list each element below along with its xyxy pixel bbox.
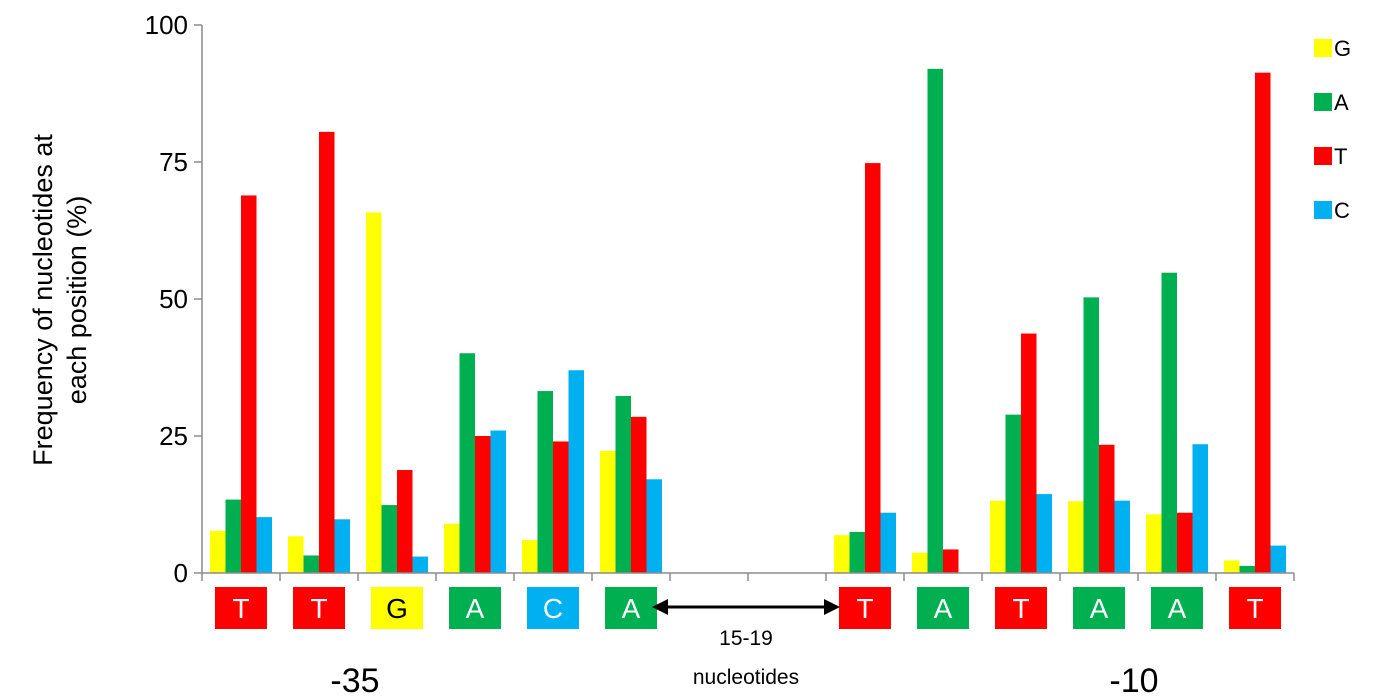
bar-g-pos-11 — [990, 500, 1006, 573]
sequence-letter-2: T — [310, 593, 327, 624]
bar-t-pos-13 — [1177, 512, 1193, 573]
sequence-box-6 — [605, 587, 657, 629]
bar-t-pos-3 — [397, 469, 413, 573]
bar-t-pos-10 — [943, 549, 959, 573]
bar-a-pos-2 — [303, 555, 319, 573]
y-tick-label-50: 50 — [159, 284, 188, 314]
bar-a-pos-10 — [927, 68, 943, 573]
bar-c-pos-3 — [412, 556, 428, 573]
sequence-letter-5: C — [543, 593, 563, 624]
bar-t-pos-11 — [1021, 333, 1037, 573]
y-axis-label-line-1: Frequency of nucleotides at — [28, 134, 58, 466]
y-tick-label-75: 75 — [159, 147, 188, 177]
legend-swatch-g — [1314, 39, 1332, 57]
bar-a-pos-3 — [381, 505, 397, 573]
bar-t-pos-14 — [1255, 72, 1271, 574]
sequence-box-12 — [1229, 587, 1281, 629]
bar-a-pos-14 — [1239, 565, 1255, 573]
bar-a-pos-4 — [459, 353, 475, 573]
sequence-box-10 — [1073, 587, 1125, 629]
bar-t-pos-5 — [553, 441, 569, 573]
spacer-annotation: 15-19 nucleotides — [652, 599, 840, 689]
sequence-box-8 — [917, 587, 969, 629]
legend-label-a: A — [1334, 90, 1349, 115]
bar-a-pos-13 — [1161, 272, 1177, 573]
sequence-letter-3: G — [386, 593, 408, 624]
sequence-box-9 — [995, 587, 1047, 629]
sequence-box-11 — [1151, 587, 1203, 629]
sequence-letter-12: T — [1246, 593, 1263, 624]
spacer-label-line-2: nucleotides — [693, 666, 799, 689]
bar-c-pos-13 — [1192, 444, 1208, 573]
sequence-box-7 — [839, 587, 891, 629]
sequence-letter-7: T — [856, 593, 873, 624]
sequence-letter-9: T — [1012, 593, 1029, 624]
bar-g-pos-14 — [1224, 560, 1240, 573]
bar-c-pos-11 — [1036, 494, 1052, 573]
sequence-box-4 — [449, 587, 501, 629]
axes-layer: 0 25 50 75 100 — [145, 10, 1295, 588]
legend-swatch-c — [1314, 201, 1332, 219]
sequence-letter-11: A — [1168, 593, 1187, 624]
bar-g-pos-13 — [1146, 514, 1162, 573]
bar-c-pos-12 — [1114, 500, 1130, 573]
spacer-arrow-head-right — [824, 599, 840, 615]
bar-g-pos-5 — [522, 540, 538, 573]
legend-label-t: T — [1334, 144, 1347, 169]
bar-c-pos-6 — [646, 479, 662, 573]
sequence-box-3 — [371, 587, 423, 629]
sequence-letter-1: T — [232, 593, 249, 624]
bar-t-pos-9 — [865, 163, 881, 573]
bar-g-pos-3 — [366, 212, 382, 574]
sequence-letter-10: A — [1090, 593, 1109, 624]
bar-g-pos-10 — [912, 552, 928, 573]
spacer-label-line-1: 15-19 — [719, 627, 773, 650]
bar-a-pos-12 — [1083, 297, 1099, 573]
bar-g-pos-6 — [600, 450, 616, 573]
bars-layer — [210, 68, 1286, 574]
legend-label-g: G — [1334, 36, 1351, 61]
sequence-letter-6: A — [622, 593, 641, 624]
region-label-minus-35: -35 — [330, 662, 379, 697]
bar-g-pos-4 — [444, 523, 460, 573]
y-axis-label-line-2: each position (%) — [62, 196, 92, 405]
legend-label-c: C — [1334, 198, 1350, 223]
bar-t-pos-2 — [319, 131, 335, 574]
bar-a-pos-11 — [1005, 414, 1021, 573]
y-tick-label-25: 25 — [159, 421, 188, 451]
bar-c-pos-9 — [880, 512, 896, 573]
y-tick-label-100: 100 — [145, 10, 188, 40]
bar-t-pos-4 — [475, 436, 491, 573]
bar-c-pos-5 — [568, 370, 584, 573]
bar-c-pos-1 — [256, 517, 272, 573]
bar-g-pos-2 — [288, 536, 304, 573]
bar-a-pos-5 — [537, 391, 553, 573]
sequence-box-1 — [215, 587, 267, 629]
bar-a-pos-9 — [849, 531, 865, 573]
bar-t-pos-6 — [631, 416, 647, 573]
y-tick-label-0: 0 — [174, 558, 188, 588]
sequence-box-2 — [293, 587, 345, 629]
bar-c-pos-2 — [334, 519, 350, 573]
bar-a-pos-6 — [615, 396, 631, 573]
bar-t-pos-1 — [241, 195, 257, 573]
legend: G A T C — [1314, 36, 1351, 223]
bar-t-pos-12 — [1099, 444, 1115, 573]
spacer-arrow-head-left — [652, 599, 668, 615]
sequence-box-5 — [527, 587, 579, 629]
bar-g-pos-12 — [1068, 501, 1084, 573]
bar-g-pos-9 — [834, 535, 850, 573]
bar-g-pos-1 — [210, 530, 226, 573]
bar-a-pos-1 — [225, 499, 241, 573]
bar-c-pos-4 — [490, 430, 506, 573]
legend-swatch-t — [1314, 147, 1332, 165]
sequence-letter-8: A — [934, 593, 953, 624]
legend-swatch-a — [1314, 93, 1332, 111]
sequence-letter-4: A — [466, 593, 485, 624]
region-label-minus-10: -10 — [1109, 662, 1158, 697]
bar-c-pos-14 — [1270, 545, 1286, 573]
